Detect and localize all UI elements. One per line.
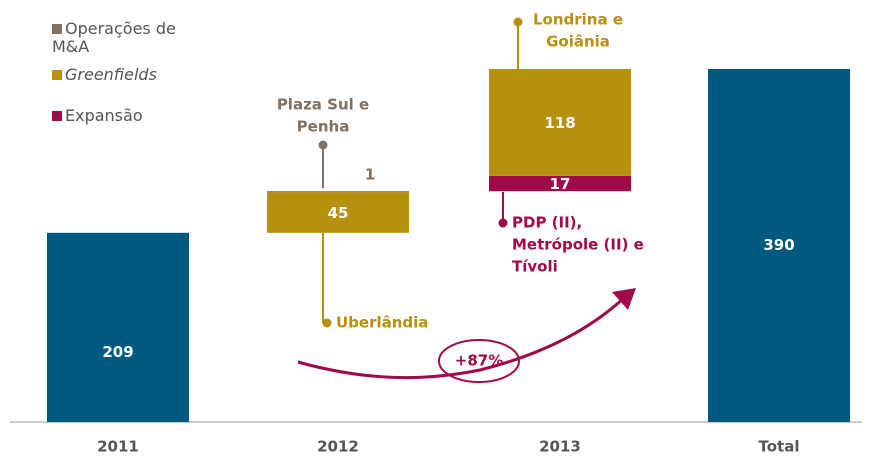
value-label: 390: [763, 236, 794, 254]
legend-item: Greenfields: [52, 66, 212, 84]
callout-dot: [322, 318, 332, 328]
annotation: Plaza Sul e: [277, 96, 369, 114]
x-tick-label: Total: [759, 438, 800, 456]
value-label: 209: [102, 343, 133, 361]
legend-label: Expansão: [65, 106, 143, 125]
growth-label: +87%: [455, 352, 503, 370]
value-label: 1: [365, 166, 375, 184]
legend-item: Expansão: [52, 107, 212, 125]
total-bar: [708, 69, 850, 422]
x-tick-label: 2012: [317, 438, 359, 456]
x-tick-label: 2013: [539, 438, 581, 456]
delta-bar: [489, 175, 631, 192]
value-label: 17: [550, 175, 571, 193]
callout-dot: [498, 218, 508, 228]
legend-item: Operações de M&A: [52, 20, 212, 56]
annotation: Metrópole (II) e: [512, 236, 644, 254]
annotation: Tívoli: [512, 258, 558, 276]
annotation: Uberlândia: [336, 314, 428, 332]
annotation: Goiânia: [546, 33, 610, 51]
delta-bar: [267, 192, 409, 233]
legend-swatch: [52, 24, 62, 34]
growth-ellipse: [438, 339, 520, 383]
annotation: PDP (II),: [512, 214, 582, 232]
legend-swatch: [52, 70, 62, 80]
arrow-head: [612, 288, 636, 310]
x-tick-label: 2011: [97, 438, 139, 456]
annotation: Penha: [297, 118, 350, 136]
annotation: Londrina e: [533, 11, 623, 29]
legend-label: Greenfields: [65, 65, 157, 84]
growth-arrow: [297, 294, 628, 380]
callout-dot: [318, 140, 328, 150]
legend-swatch: [52, 111, 62, 121]
value-label: 118: [544, 114, 575, 132]
total-bar: [47, 232, 189, 422]
delta-bar: [267, 191, 409, 193]
callout-dot: [513, 17, 523, 27]
legend-label: Operações de M&A: [52, 19, 176, 56]
delta-bar: [489, 69, 631, 176]
value-label: 45: [328, 204, 349, 222]
